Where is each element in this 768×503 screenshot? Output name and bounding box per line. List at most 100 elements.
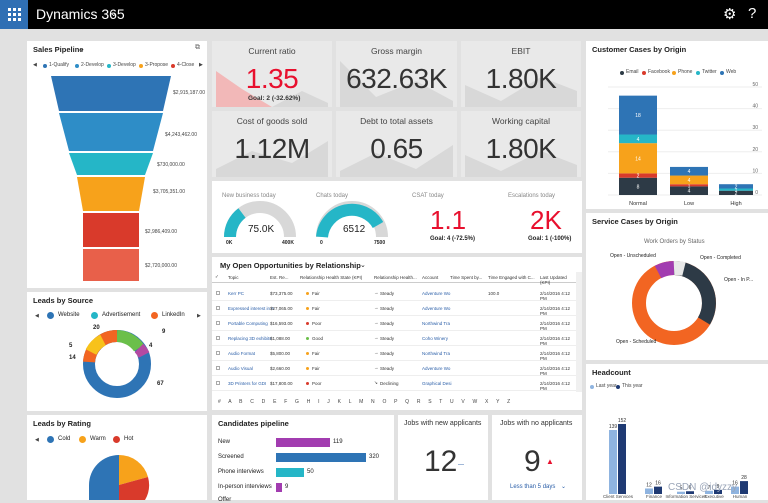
chevron-down-icon[interactable]: ⌄ (360, 262, 366, 269)
donut-slice[interactable] (116, 330, 144, 352)
row-checkbox[interactable] (216, 381, 220, 385)
prev-icon[interactable]: ◀ (33, 62, 37, 68)
table-cell[interactable]: Northwind Tra (422, 351, 451, 356)
table-cell[interactable]: Audio Format (228, 351, 256, 356)
candidate-bar[interactable] (276, 453, 366, 462)
bar[interactable] (677, 491, 685, 494)
app-title[interactable]: Dynamics 365 (36, 6, 125, 22)
bar-segment[interactable] (719, 190, 753, 195)
bar[interactable] (705, 490, 713, 494)
prev-icon[interactable]: ◀ (35, 313, 39, 319)
funnel-stage[interactable] (51, 76, 171, 111)
expand-icon[interactable]: ⧉ (195, 44, 200, 51)
bar-segment[interactable] (670, 186, 708, 195)
vertical-scrollbar[interactable] (576, 272, 582, 392)
row-checkbox[interactable] (216, 366, 220, 370)
gauge-fill[interactable] (316, 203, 384, 238)
row-checkbox[interactable] (216, 351, 220, 355)
bar-segment[interactable] (719, 184, 753, 189)
bar[interactable] (740, 481, 748, 494)
table-cell[interactable]: Kerr PC (228, 291, 245, 296)
kpi-ebit[interactable]: EBIT 1.80K (461, 41, 581, 107)
table-cell[interactable]: Portable Computing (228, 321, 268, 326)
row-checkbox[interactable] (216, 291, 220, 295)
kpi-debt-to-assets[interactable]: Debt to total assets 0.65 (336, 111, 457, 177)
table-row[interactable]: 3D Printers for GDI $17,800.00 Poor Declini… (212, 377, 576, 391)
time-filter-link[interactable]: Less than 5 days (510, 484, 556, 490)
pie-slice[interactable] (119, 477, 150, 500)
kpi-current-ratio[interactable]: Current ratio 1.35 Goal: 2 (-32.62%) (212, 41, 332, 107)
row-checkbox[interactable] (216, 321, 220, 325)
pie-slice[interactable] (119, 454, 148, 485)
donut-slice[interactable] (673, 261, 716, 325)
column-header[interactable]: Last Updated (KPI) (540, 275, 567, 285)
kpi-working-capital[interactable]: Working capital 1.80K (461, 111, 581, 177)
next-icon[interactable]: ▶ (197, 313, 201, 319)
row-checkbox[interactable] (216, 336, 220, 340)
pie-slice[interactable] (89, 455, 119, 500)
funnel-stage[interactable] (59, 113, 163, 151)
donut-slice[interactable] (134, 343, 150, 358)
bar-segment[interactable] (670, 175, 708, 185)
table-cell[interactable]: Replacing 3D exhibits (228, 336, 272, 341)
table-row[interactable]: Expressed interest in A $27,065.00 Fair Ste… (212, 302, 576, 316)
gauge-fill[interactable] (224, 208, 246, 238)
help-icon[interactable]: ? (748, 5, 757, 22)
donut-slice[interactable] (673, 260, 686, 276)
bar[interactable] (654, 486, 662, 494)
bar-segment[interactable] (670, 184, 708, 187)
table-cell[interactable]: Adventure Wo (422, 306, 451, 311)
bar[interactable] (686, 491, 694, 494)
gear-icon[interactable]: ⚙ (723, 6, 737, 23)
table-cell[interactable]: Expressed interest in A (228, 306, 275, 311)
table-cell[interactable]: Coho Winery (422, 336, 449, 341)
bar[interactable] (618, 424, 626, 494)
column-header[interactable]: Relationship Health State (KPI) (300, 275, 363, 280)
column-header[interactable]: Time Spent by... (450, 275, 483, 280)
funnel-stage[interactable] (69, 153, 153, 175)
table-row[interactable]: Audio Format $5,800.00 Fair Steady → Northwin… (212, 347, 576, 361)
table-row[interactable]: Replacing 3D exhibits $1,088.00 Good Steady… (212, 332, 576, 346)
chevron-down-icon[interactable]: ⌄ (561, 484, 567, 490)
table-cell[interactable]: Audio Visual (228, 366, 253, 371)
funnel-stage[interactable] (77, 177, 145, 211)
table-row[interactable]: Audio Visual $2,660.00 Fair Steady → Adventur… (212, 362, 576, 376)
column-header[interactable]: Relationship Health... (374, 275, 417, 280)
table-row[interactable]: Portable Computing $16,593.00 Poor Steady → N… (212, 317, 576, 331)
candidate-bar[interactable] (276, 438, 330, 447)
funnel-stage[interactable] (83, 249, 139, 281)
next-icon[interactable]: ▶ (199, 62, 203, 68)
table-cell[interactable]: 3D Printers for GDI (228, 381, 267, 386)
bar-segment[interactable] (619, 177, 657, 195)
table-cell[interactable]: Adventure Wo (422, 366, 451, 371)
column-header[interactable]: Topic (228, 275, 239, 280)
prev-icon[interactable]: ◀ (35, 437, 39, 443)
row-checkbox[interactable] (216, 306, 220, 310)
bar-segment[interactable] (619, 143, 657, 174)
alphabet-filter[interactable]: # A B C D E F G H I J K L M N O P Q R S … (218, 399, 514, 405)
jobs-new-applicants-panel[interactable]: Jobs with new applicants 12 — (398, 415, 488, 500)
jobs-no-applicants-panel[interactable]: Jobs with no applicants 9 ▲ Less than 5 … (492, 415, 582, 500)
bar-segment[interactable] (619, 95, 657, 135)
table-cell[interactable]: Adventure Wo (422, 291, 451, 296)
bar-segment[interactable] (719, 188, 753, 191)
chevron-down-icon[interactable]: ⌄ (110, 8, 118, 18)
candidate-bar[interactable] (276, 483, 282, 492)
donut-slice[interactable] (654, 261, 675, 279)
kpi-gross-margin[interactable]: Gross margin 632.63K (336, 41, 457, 107)
bar-segment[interactable] (619, 173, 657, 178)
bar[interactable] (714, 489, 722, 494)
bar[interactable] (609, 429, 617, 494)
select-all-checkbox[interactable]: ✓ (215, 274, 219, 279)
column-header[interactable]: Time Engaged with C... (488, 275, 535, 280)
app-launcher-button[interactable] (0, 0, 28, 29)
funnel-stage[interactable] (83, 213, 139, 247)
table-cell[interactable]: Graphical Desi (422, 381, 452, 386)
donut-slice[interactable] (85, 334, 107, 356)
bar[interactable] (645, 488, 653, 494)
bar[interactable] (731, 486, 739, 494)
chevron-down-icon[interactable]: ⌄ (79, 46, 85, 53)
bar-segment[interactable] (670, 166, 708, 176)
column-header[interactable]: Account (422, 275, 439, 280)
table-row[interactable]: Kerr PC $73,375.00 Fair Steady → Adventure Wo… (212, 287, 576, 301)
